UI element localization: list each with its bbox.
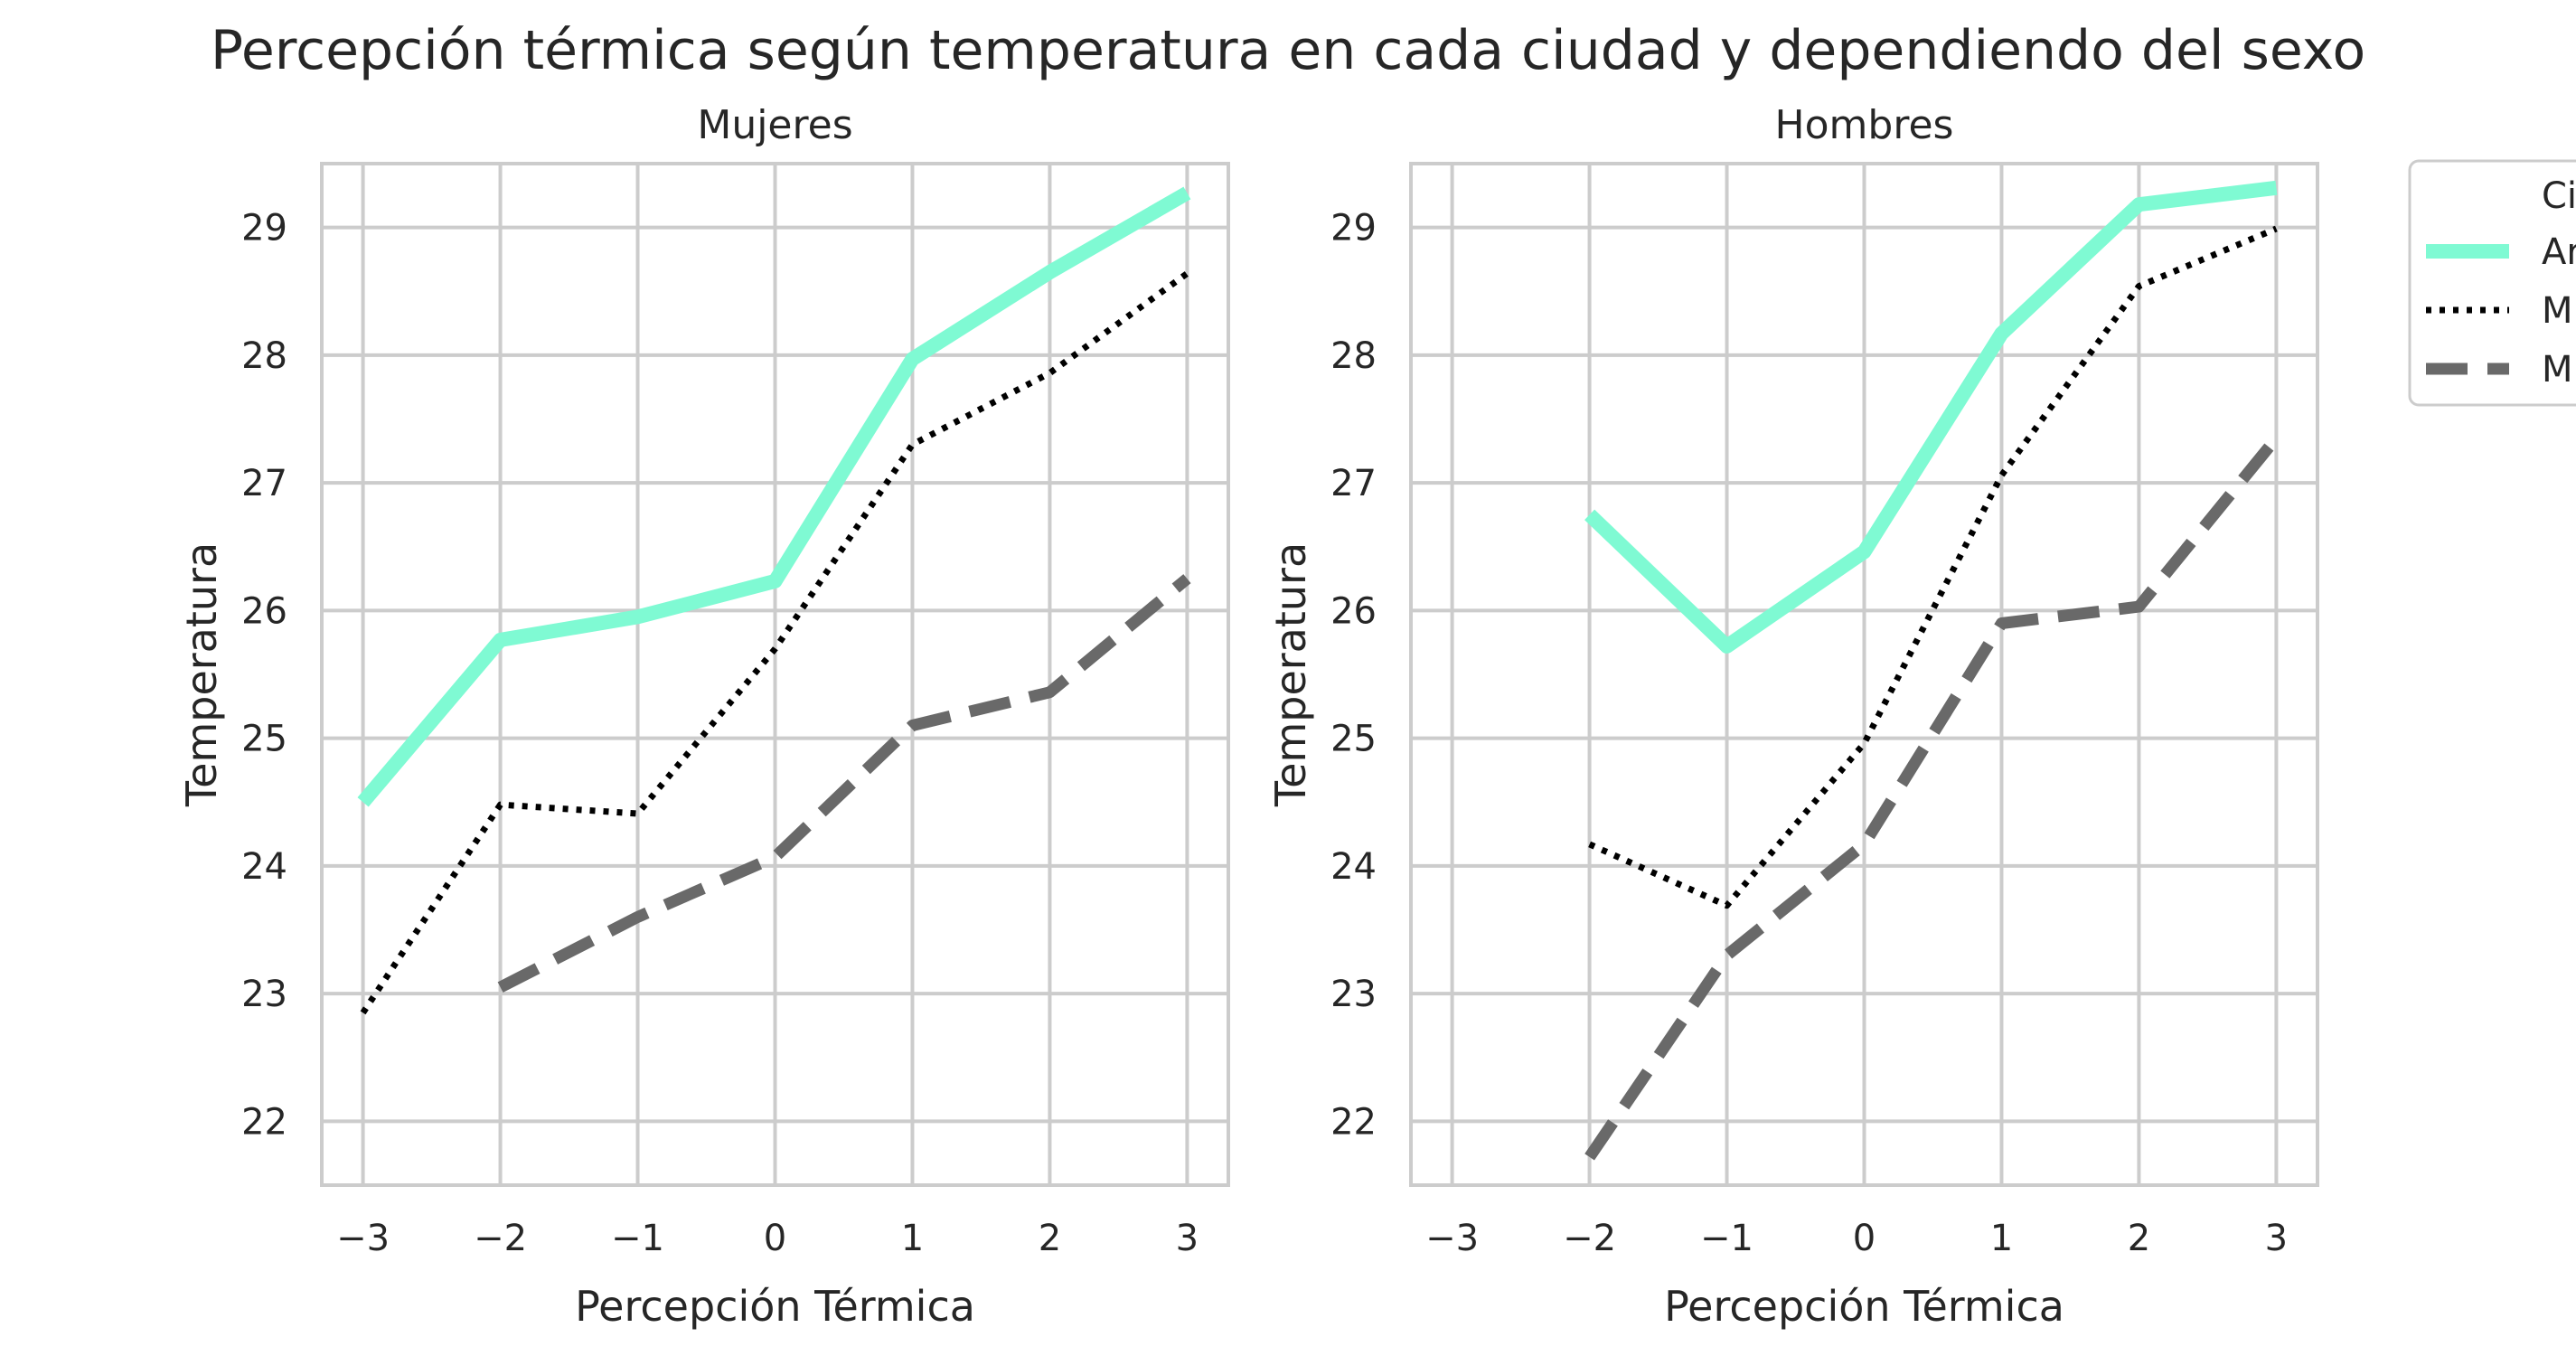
y-tick-label: 26	[1330, 590, 1377, 632]
x-tick-label: −3	[336, 1218, 390, 1259]
y-tick-label: 27	[241, 463, 287, 504]
y-tick-label: 28	[1330, 335, 1377, 377]
y-tick-label: 24	[241, 846, 287, 888]
y-tick-label: 22	[1330, 1101, 1377, 1143]
x-axis-label: Percepción Térmica	[575, 1282, 975, 1331]
series-line-1	[1588, 225, 2278, 909]
panel-title: Mujeres	[697, 102, 852, 148]
y-tick-label: 28	[241, 335, 287, 377]
y-tick-label: 26	[241, 590, 287, 632]
y-axis-label: Temperatura	[177, 542, 226, 807]
x-tick-label: 0	[1853, 1218, 1876, 1259]
y-tick-label: 27	[1330, 463, 1377, 504]
series-line-2	[1584, 434, 2281, 1161]
y-axis-label: Temperatura	[1266, 542, 1315, 807]
legend-label-2: M	[2542, 349, 2573, 391]
panel-hombres: −3 −2 −1 0 1 2 32223242526272829HombresPercepc…	[1266, 102, 2319, 1331]
y-tick-label: 24	[1330, 846, 1377, 888]
y-tick-label: 29	[1330, 208, 1377, 250]
x-tick-label: 1	[901, 1218, 924, 1259]
legend-title: Ci	[2542, 175, 2576, 217]
x-axis-label: Percepción Térmica	[1664, 1282, 2064, 1331]
series-line-1	[360, 270, 1189, 1015]
x-tick-label: 2	[1039, 1218, 1061, 1259]
y-tick-label: 22	[241, 1101, 287, 1143]
y-tick-label: 23	[1330, 974, 1377, 1015]
x-tick-label: −3	[1425, 1218, 1479, 1259]
series-line-0	[357, 186, 1191, 807]
legend-box	[2408, 159, 2576, 407]
series-line-2	[497, 574, 1191, 993]
panel-title: Hombres	[1775, 102, 1954, 148]
x-tick-label: −1	[611, 1218, 664, 1259]
x-tick-label: 1	[1990, 1218, 2013, 1259]
legend: Ci Ar MM	[2408, 159, 2576, 407]
chart-title: Percepción térmica según temperatura en …	[211, 19, 2365, 82]
legend-label-1: M	[2542, 290, 2573, 332]
series-line-0	[1584, 180, 2278, 654]
y-tick-label: 29	[241, 208, 287, 250]
x-tick-label: 2	[2128, 1218, 2150, 1259]
x-tick-label: −1	[1700, 1218, 1753, 1259]
x-tick-label: 3	[1176, 1218, 1199, 1259]
y-tick-label: 25	[1330, 719, 1377, 760]
y-tick-label: 23	[241, 974, 287, 1015]
legend-label-0: Ar	[2542, 231, 2576, 273]
axes-frame	[1409, 162, 2319, 1187]
panel-mujeres: −3 −2 −1 0 1 2 32223242526272829MujeresPercepc…	[177, 102, 1230, 1331]
y-tick-label: 25	[241, 719, 287, 760]
x-tick-label: 3	[2265, 1218, 2288, 1259]
axes-frame	[320, 162, 1230, 1187]
x-tick-label: −2	[474, 1218, 527, 1259]
x-tick-label: −2	[1563, 1218, 1616, 1259]
x-tick-label: 0	[764, 1218, 786, 1259]
